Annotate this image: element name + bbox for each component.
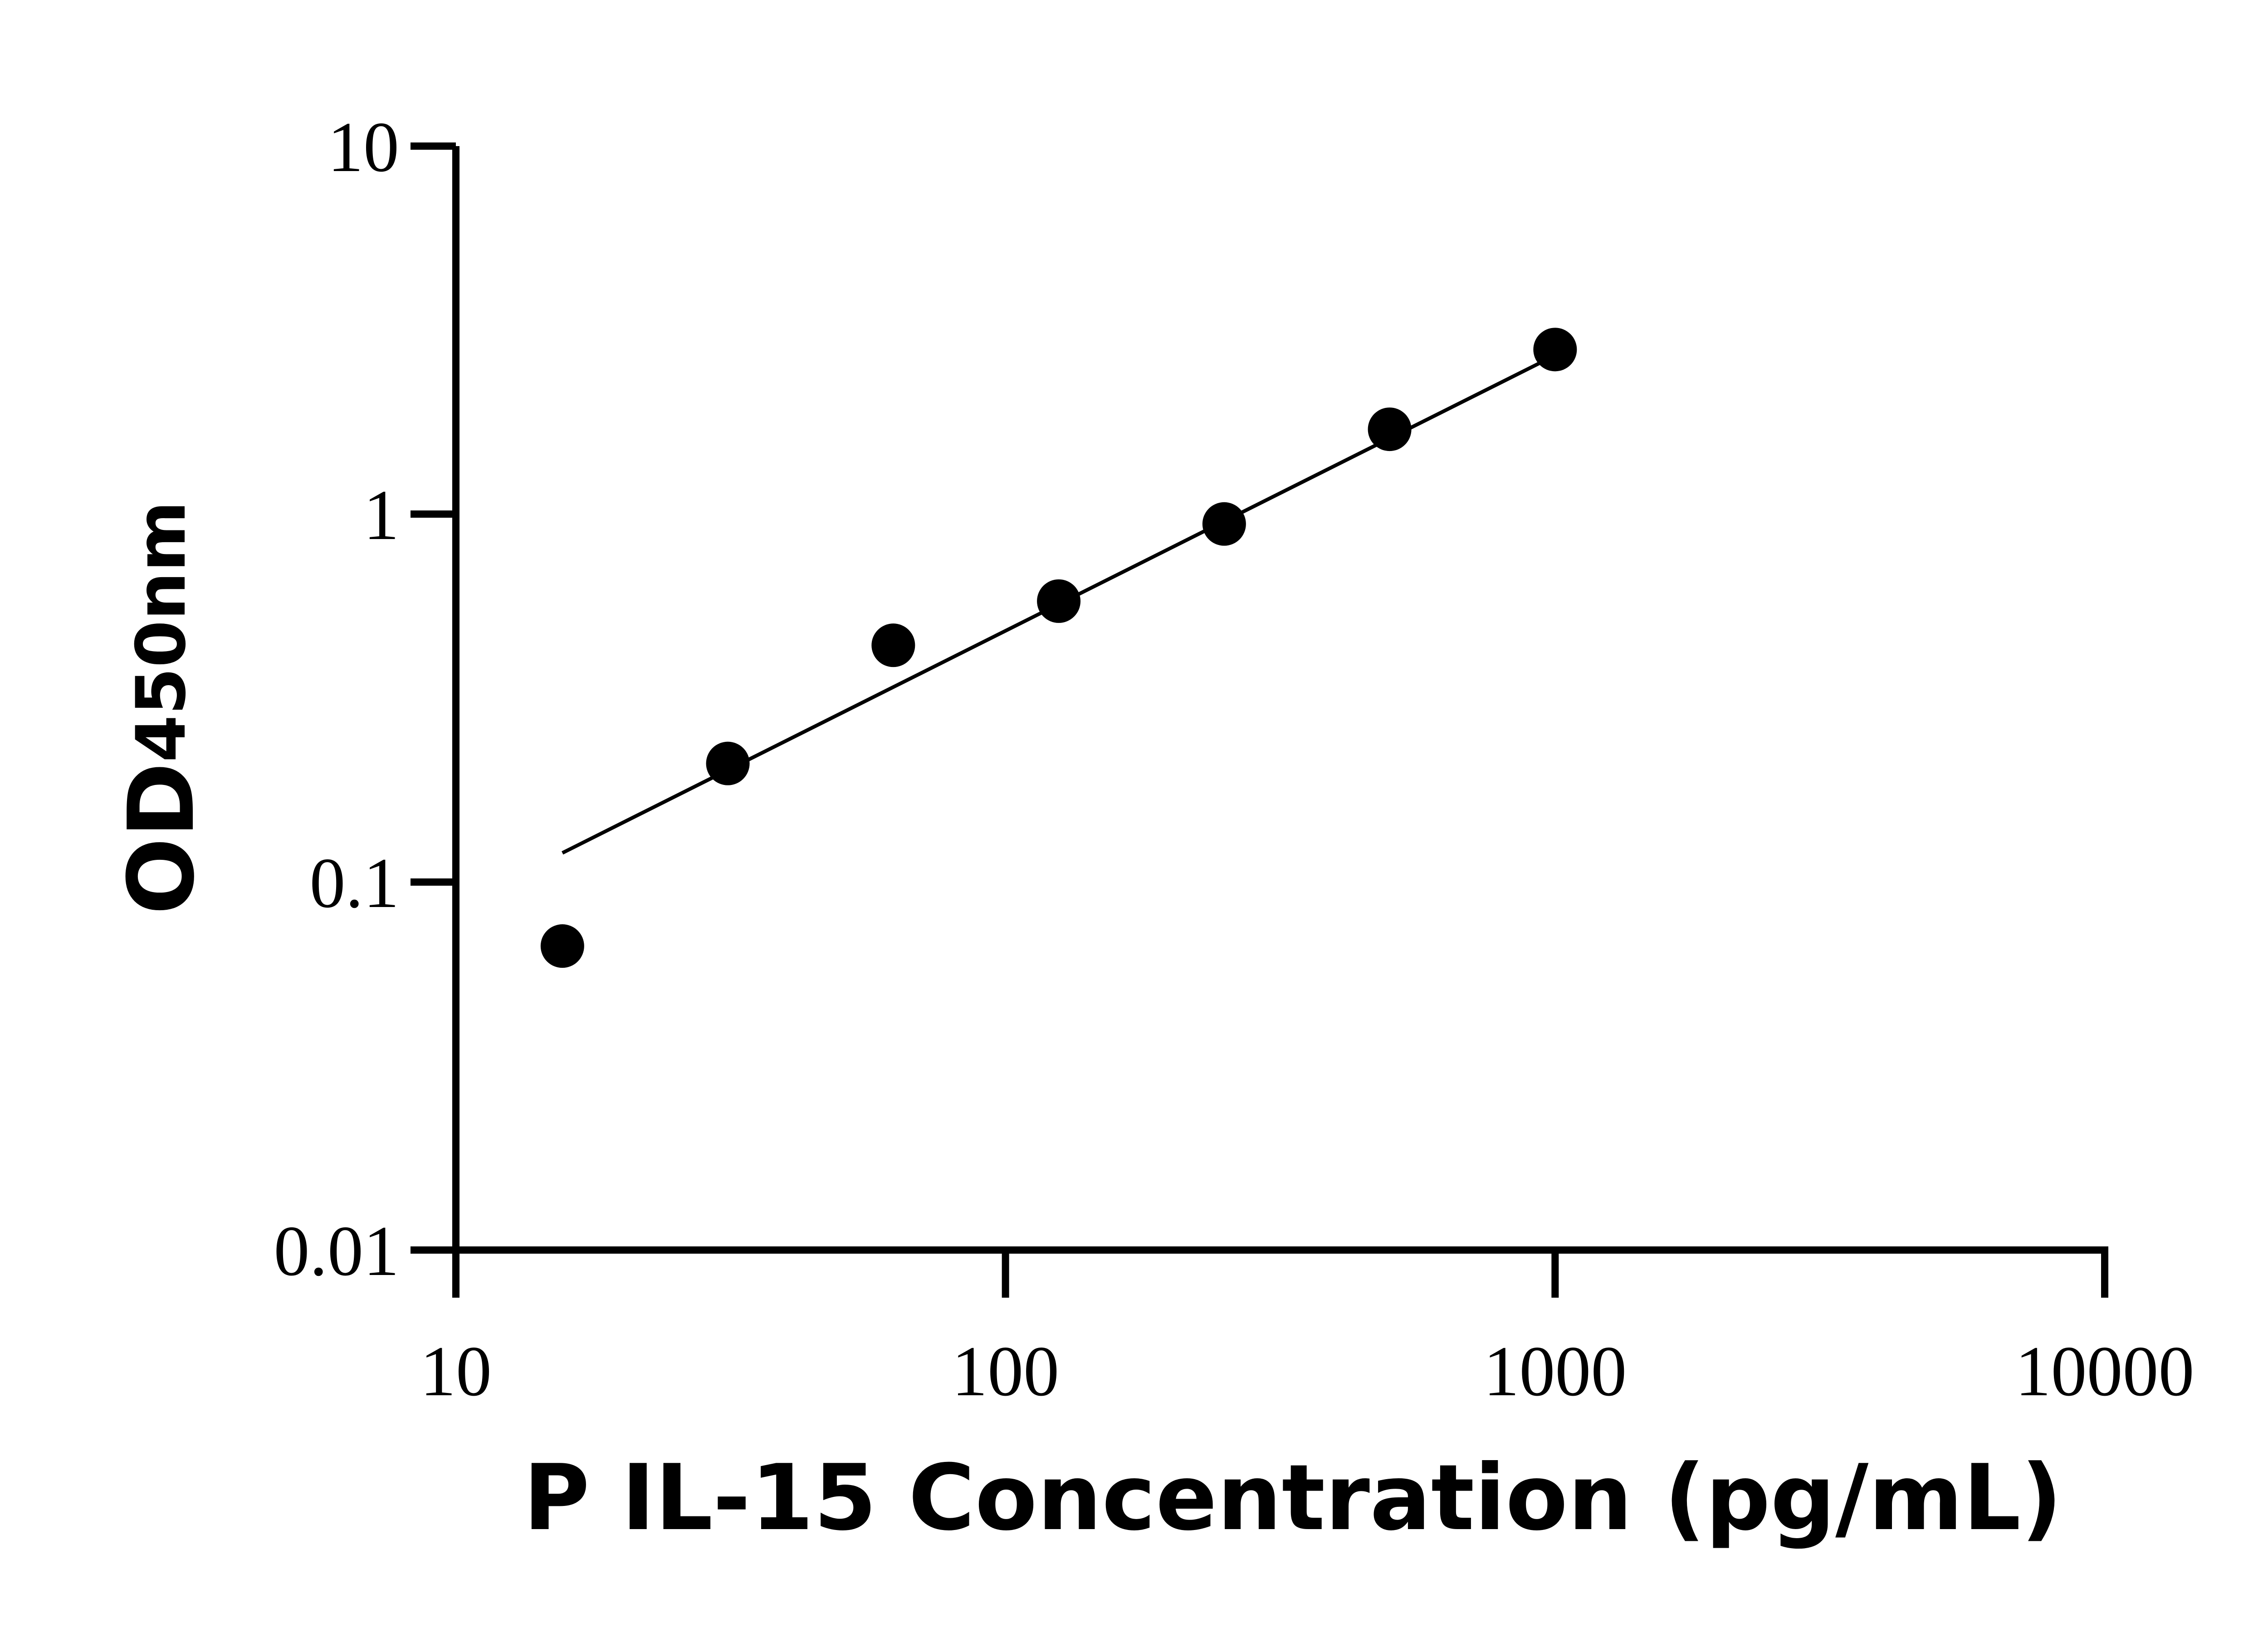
y-tick-label: 10 [327, 108, 399, 187]
y-axis-title: OD450nm [109, 501, 215, 915]
y-tick-label: 0.01 [274, 1211, 400, 1291]
y-tick-label: 0.1 [310, 843, 400, 923]
y-axis-title-main: OD [109, 762, 215, 915]
data-point [1368, 407, 1412, 451]
data-point [540, 924, 584, 968]
y-tick-label: 1 [363, 476, 399, 555]
data-point [1533, 328, 1577, 372]
data-point [1202, 502, 1246, 546]
y-axis-title-subscript: 450nm [122, 501, 201, 762]
data-point [871, 623, 915, 667]
axes [452, 146, 2108, 1254]
x-tick-label: 100 [952, 1332, 1059, 1411]
ticks: 0.01 0.1 1 10 10 100 1000 10000 [274, 108, 2195, 1411]
x-axis-title: P IL-15 Concentration (pg/mL) [523, 1445, 2063, 1551]
x-tick-label: 10 [420, 1332, 492, 1411]
x-tick-label: 1000 [1483, 1332, 1627, 1411]
x-tick-label: 10000 [2015, 1332, 2195, 1411]
data-point [1037, 579, 1081, 623]
data-points [540, 328, 1577, 968]
data-point [706, 741, 750, 785]
